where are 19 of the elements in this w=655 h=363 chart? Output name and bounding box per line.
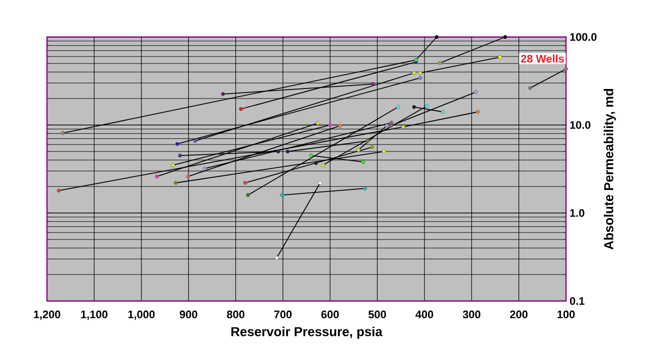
y-tick-label: 1.0: [570, 209, 584, 217]
y-tick-label: 100.0: [570, 33, 596, 41]
x-tick-label: 100: [558, 310, 575, 318]
y-axis-title: Absolute Permeability, md: [604, 89, 616, 250]
annotation: 28 Wells: [521, 54, 564, 63]
x-tick-label: 1,000: [128, 310, 155, 320]
x-tick-label: 800: [226, 310, 244, 318]
x-tick-label: 400: [415, 310, 434, 318]
x-tick-label: 700: [274, 310, 292, 318]
x-axis-title: Reservoir Pressure, psia: [231, 326, 383, 339]
x-tick-label: 900: [180, 310, 198, 318]
x-tick-label: 1,100: [81, 310, 108, 320]
y-tick-label: 0.1: [570, 297, 584, 305]
y-tick-label: 10.0: [570, 121, 590, 129]
x-tick-label: 600: [321, 310, 339, 318]
x-tick-label: 500: [368, 310, 386, 318]
x-tick-label: 1,200: [34, 310, 60, 320]
x-tick-label: 300: [462, 310, 480, 318]
x-tick-label: 200: [510, 310, 528, 318]
